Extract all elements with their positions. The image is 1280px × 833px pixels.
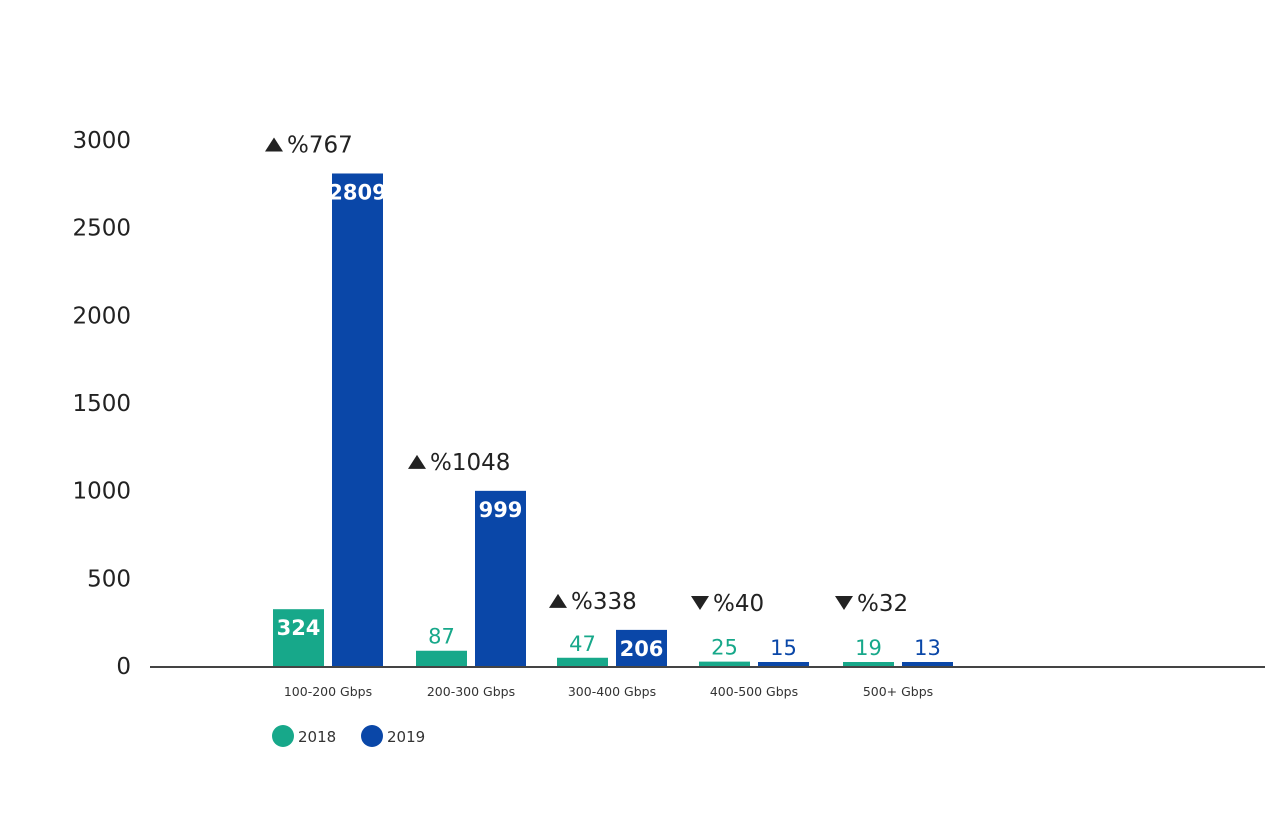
change-label: %338: [571, 589, 637, 615]
data-label-2018: 324: [277, 616, 321, 640]
change-label: %40: [713, 591, 764, 617]
y-tick-label: 500: [87, 566, 131, 592]
legend-label: 2018: [298, 728, 336, 746]
legend-swatch-2019: [361, 725, 383, 747]
triangle-up-icon: [408, 454, 426, 469]
change-label: %767: [287, 132, 353, 158]
change-label: %1048: [430, 450, 510, 476]
data-label-2018: 47: [569, 632, 596, 656]
triangle-down-icon: [835, 596, 853, 610]
bar-2018-3: [699, 661, 750, 666]
data-label-2019: 13: [914, 636, 941, 660]
x-tick-label: 400-500 Gbps: [710, 684, 798, 699]
y-tick-label: 0: [116, 654, 131, 680]
x-tick-label: 200-300 Gbps: [427, 684, 515, 699]
legend-label: 2019: [387, 728, 425, 746]
y-tick-label: 2000: [72, 303, 131, 329]
bar-2019-2: [616, 629, 667, 666]
y-tick-label: 1000: [72, 479, 131, 505]
x-tick-label: 300-400 Gbps: [568, 684, 656, 699]
bar-2018-1: [416, 650, 467, 666]
triangle-down-icon: [691, 596, 709, 610]
x-tick-label: 100-200 Gbps: [284, 684, 372, 699]
triangle-up-icon: [265, 137, 283, 152]
data-label-2019: 2809: [328, 180, 386, 204]
y-tick-label: 1500: [72, 391, 131, 417]
data-label-2019: 15: [770, 636, 797, 660]
bar-2018-2: [557, 657, 608, 666]
y-tick-label: 3000: [72, 128, 131, 154]
change-label: %32: [857, 591, 908, 617]
legend-swatch-2018: [272, 725, 294, 747]
bar-2019-1: [475, 490, 526, 666]
bar-2019-3: [758, 662, 809, 666]
data-label-2019: 206: [620, 637, 664, 661]
data-label-2018: 87: [428, 625, 455, 649]
bar-2019-4: [902, 662, 953, 666]
data-label-2018: 19: [855, 636, 882, 660]
x-tick-label: 500+ Gbps: [863, 684, 933, 699]
bar-2018-0: [273, 609, 324, 666]
triangle-up-icon: [549, 593, 567, 608]
bar-2019-0: [332, 173, 383, 667]
y-tick-label: 2500: [72, 216, 131, 242]
bar-2018-4: [843, 662, 894, 666]
data-label-2018: 25: [711, 636, 738, 660]
data-label-2019: 999: [479, 498, 523, 522]
